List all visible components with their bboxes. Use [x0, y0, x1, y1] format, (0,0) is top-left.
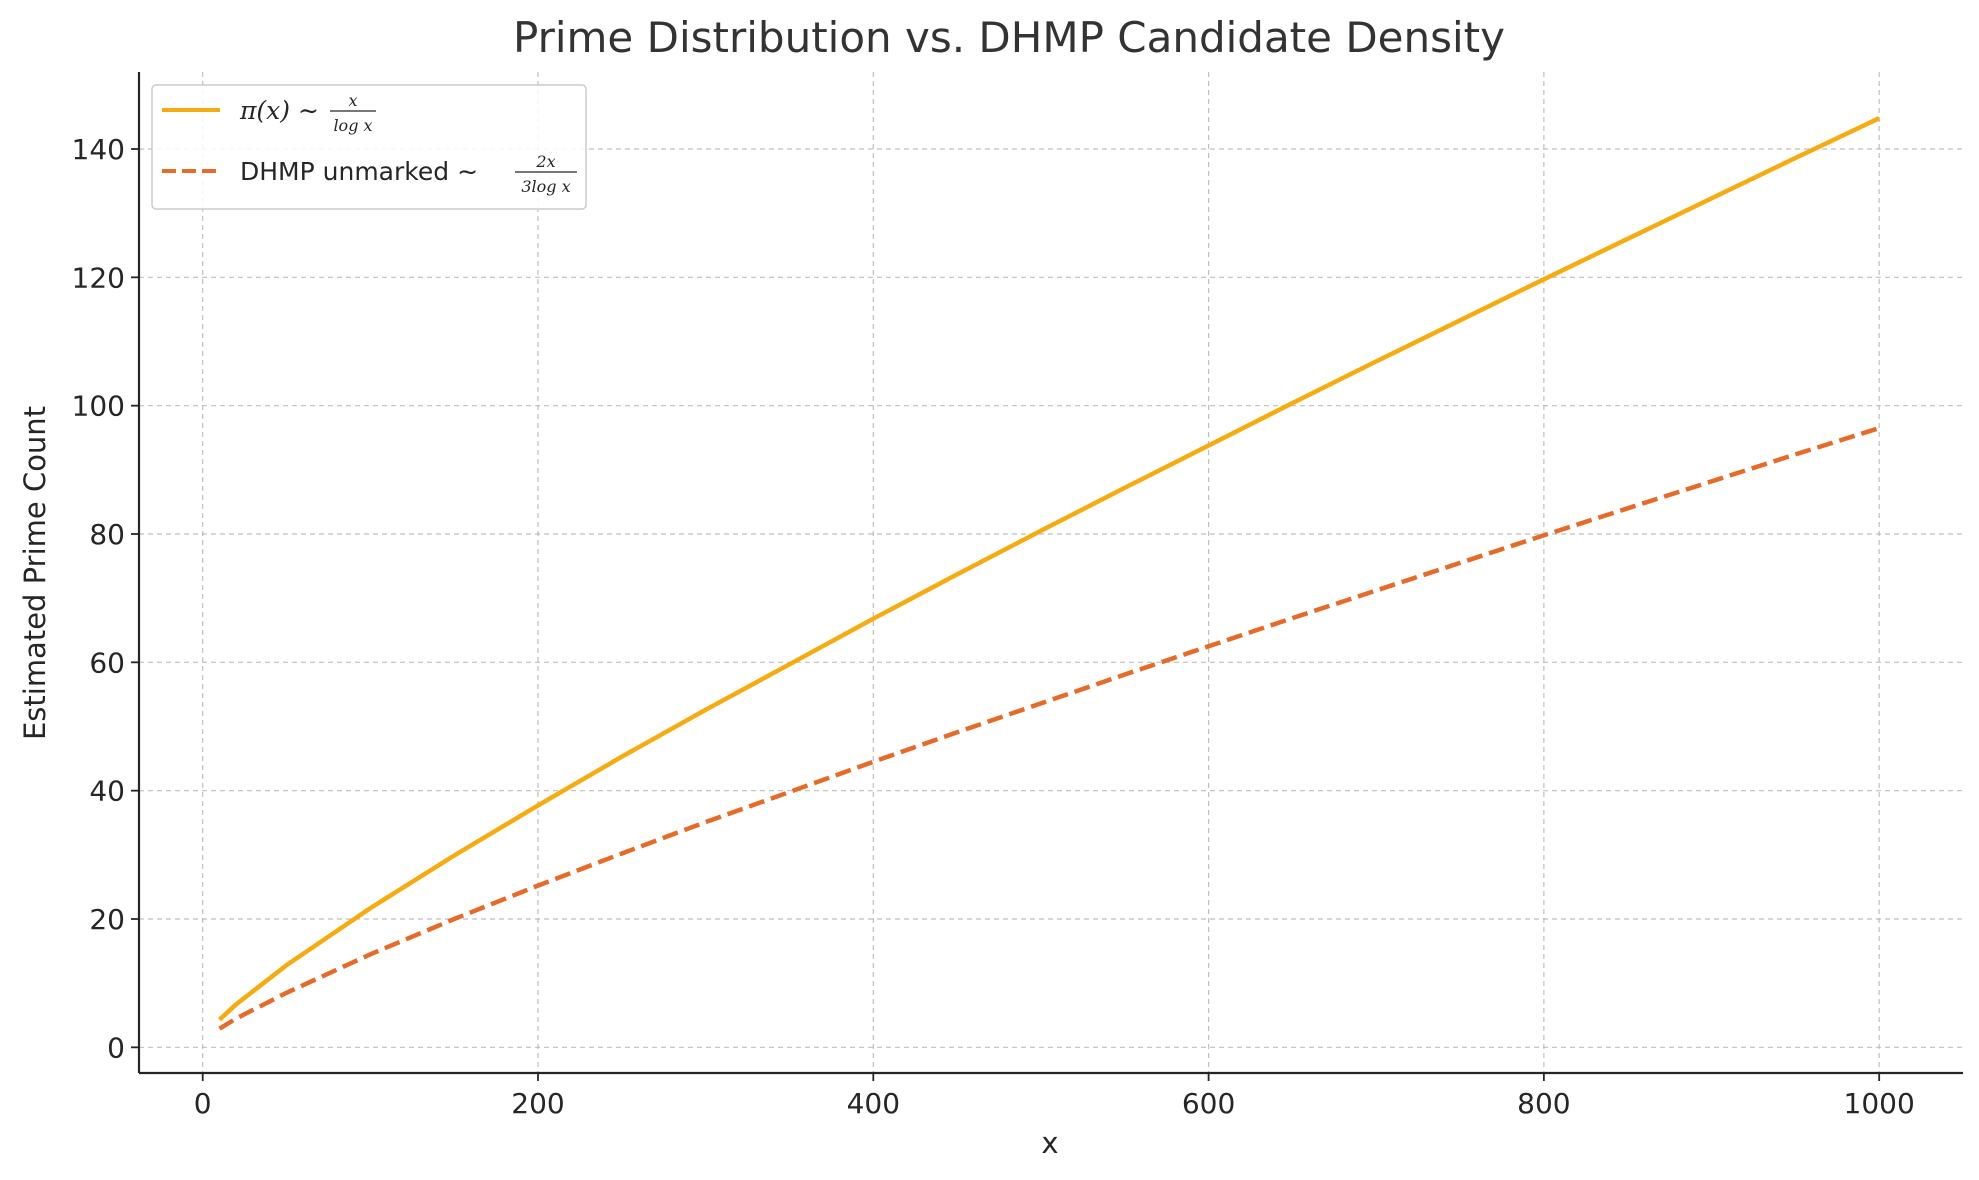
series-layer	[217, 116, 1881, 1031]
legend-frac-den-pi: log x	[333, 116, 372, 135]
chart-title: Prime Distribution vs. DHMP Candidate De…	[513, 13, 1505, 62]
x-tick-label: 400	[847, 1087, 900, 1120]
legend-frac-num-dhmp: 2x	[535, 152, 555, 171]
ticks: 0 200 400 600 800 1000 0 20 40 60 80 100 120 140	[72, 133, 1915, 1120]
x-tick-label: 1000	[1844, 1087, 1915, 1120]
y-tick-label: 0	[107, 1031, 125, 1064]
legend-frame	[151, 84, 587, 210]
x-tick-label: 0	[194, 1087, 212, 1120]
y-tick-label: 100	[72, 390, 125, 423]
legend-frac-den-dhmp: 3log x	[521, 177, 570, 196]
series-line-pi	[217, 116, 1881, 1022]
legend-label-pi: π(x) ∼	[239, 96, 319, 125]
x-tick-label: 200	[511, 1087, 564, 1120]
series-line-dhmp	[218, 425, 1880, 1031]
x-tick-label: 600	[1182, 1087, 1235, 1120]
y-tick-label: 80	[89, 518, 125, 551]
legend-frac-num-pi: x	[348, 91, 357, 110]
x-tick-label: 800	[1517, 1087, 1570, 1120]
legend: π(x) ∼ x log x DHMP unmarked ∼ 2x 3log x	[151, 84, 587, 210]
axes	[137, 72, 1963, 1075]
grid	[139, 72, 1963, 1073]
legend-label-dhmp: DHMP unmarked ∼	[240, 157, 478, 186]
y-tick-label: 120	[72, 261, 125, 294]
y-tick-label: 140	[72, 133, 125, 166]
x-axis-label: x	[1041, 1126, 1058, 1160]
y-tick-label: 40	[89, 775, 125, 808]
y-axis-label: Estimated Prime Count	[18, 406, 52, 740]
y-tick-label: 20	[89, 903, 125, 936]
y-tick-label: 60	[89, 646, 125, 679]
